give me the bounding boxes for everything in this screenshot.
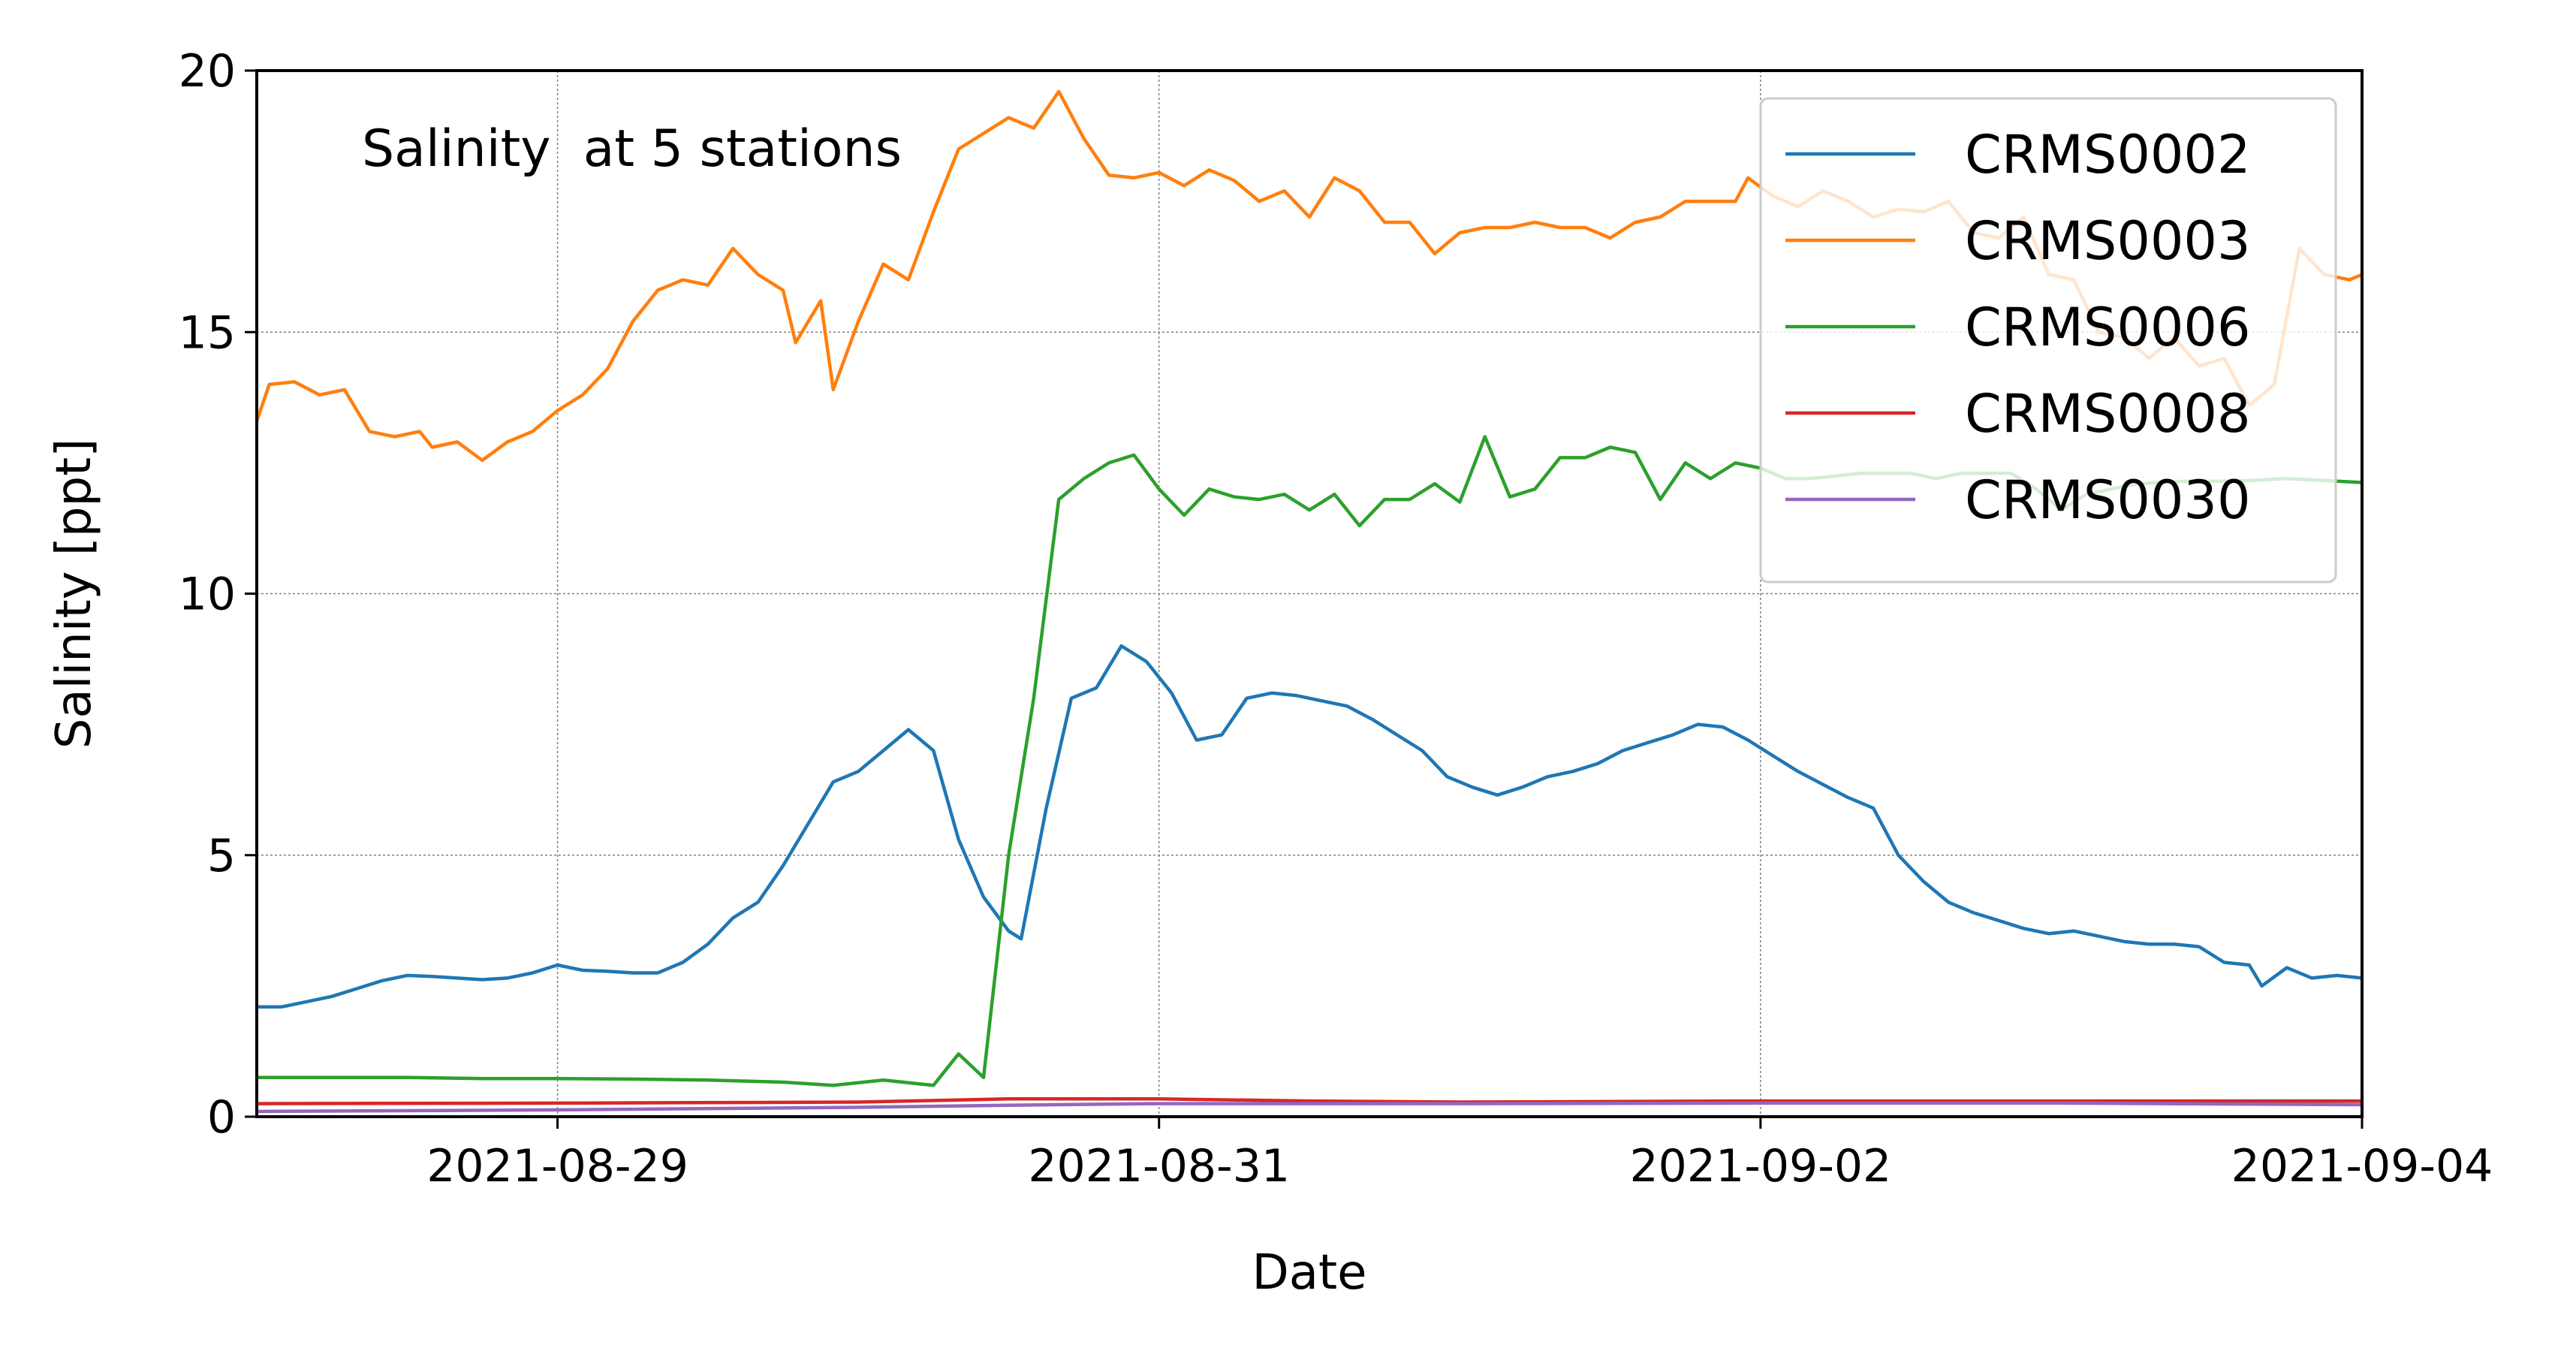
chart-annotation: Salinity at 5 stations: [362, 119, 902, 179]
series-line-crms0008: [257, 1097, 2362, 1105]
x-axis: 2021-08-29 2021-08-31 2021-09-02 2021-09-04: [426, 1117, 2493, 1193]
legend-label: CRMS0008: [1965, 383, 2251, 445]
legend-label: CRMS0003: [1965, 210, 2251, 272]
y-axis-title: Salinity [ppt]: [47, 439, 102, 749]
x-axis-title: Date: [1252, 1245, 1367, 1301]
series-line-crms0030: [257, 1101, 2362, 1114]
y-tick-label: 20: [179, 45, 236, 98]
legend-label: CRMS0002: [1965, 124, 2251, 185]
legend-label: CRMS0006: [1965, 297, 2251, 358]
x-tick-label: 2021-08-31: [1028, 1140, 1290, 1193]
legend-box: [1759, 97, 2337, 584]
legend-label: CRMS0030: [1965, 469, 2251, 531]
x-tick-label: 2021-09-02: [1630, 1140, 1892, 1193]
y-tick-label: 15: [179, 306, 236, 359]
series-line-crms0002: [257, 644, 2362, 1009]
y-tick-label: 5: [207, 830, 236, 882]
x-tick-label: 2021-09-04: [2231, 1140, 2493, 1193]
legend: CRMS0002 CRMS0003 CRMS0006 CRMS0008 CRMS0030: [1759, 97, 2337, 584]
x-tick-label: 2021-08-29: [426, 1140, 688, 1193]
y-tick-label: 0: [207, 1091, 236, 1144]
y-axis: 0 5 10 15 20: [179, 45, 257, 1144]
y-tick-label: 10: [179, 568, 236, 621]
